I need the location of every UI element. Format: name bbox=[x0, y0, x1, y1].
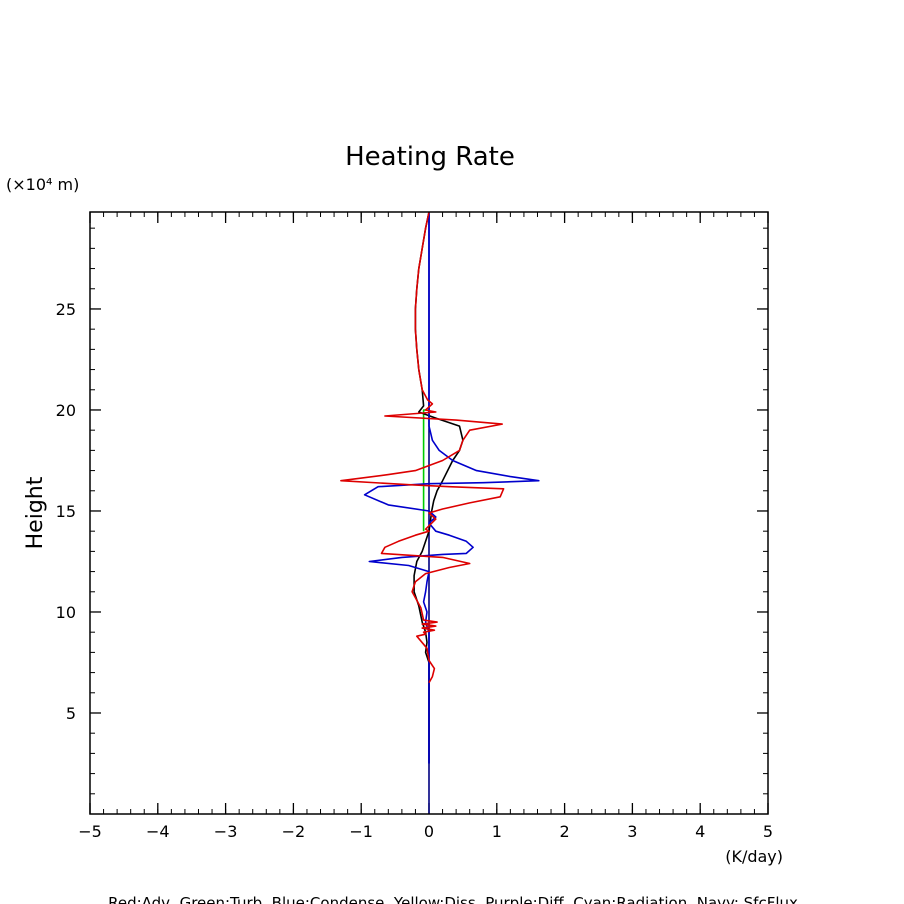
x-axis-unit: (K/day) bbox=[725, 847, 783, 866]
y-axis-unit: (×10⁴ m) bbox=[6, 175, 79, 194]
x-tick-label: 1 bbox=[492, 822, 502, 841]
legend-text: Red:Adv, Green:Turb, Blue:Condense, Yell… bbox=[108, 894, 798, 904]
series-line-black bbox=[413, 211, 464, 764]
y-axis-label: Height bbox=[23, 476, 48, 549]
x-tick-label: 2 bbox=[560, 822, 570, 841]
series-layer bbox=[340, 211, 540, 814]
x-tick-label: 5 bbox=[763, 822, 773, 841]
y-tick-label: 25 bbox=[56, 300, 76, 319]
y-tick-label: 20 bbox=[56, 401, 76, 420]
y-tick-label: 5 bbox=[66, 704, 76, 723]
x-tick-label: −4 bbox=[146, 822, 170, 841]
series-line-blue bbox=[363, 212, 540, 764]
x-tick-label: −3 bbox=[214, 822, 238, 841]
series-line-red bbox=[340, 211, 505, 684]
x-tick-label: −2 bbox=[282, 822, 306, 841]
chart-title: Heating Rate bbox=[345, 142, 515, 172]
x-tick-label: −1 bbox=[349, 822, 373, 841]
axis-tick-labels: −5 −4 −3 −2 −1 0 1 2 3 4 5 5 10 15 20 25 bbox=[56, 300, 773, 841]
plot-frame bbox=[89, 211, 769, 815]
x-tick-label: −5 bbox=[78, 822, 102, 841]
y-tick-label: 10 bbox=[56, 603, 76, 622]
series-line-green bbox=[422, 409, 428, 532]
x-tick-label: 4 bbox=[695, 822, 705, 841]
x-tick-label: 3 bbox=[627, 822, 637, 841]
y-tick-label: 15 bbox=[56, 502, 76, 521]
x-tick-label: 0 bbox=[424, 822, 434, 841]
